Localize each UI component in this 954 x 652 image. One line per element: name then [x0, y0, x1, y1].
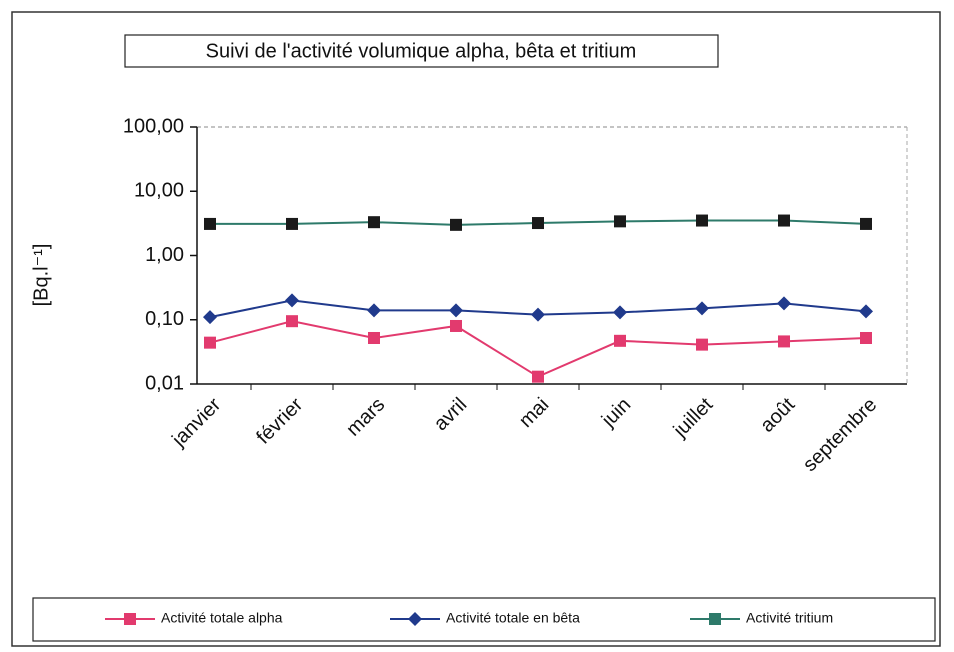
- y-tick-label: 10,00: [134, 180, 184, 202]
- legend-marker: [124, 613, 136, 625]
- x-tick-label: juin: [597, 394, 635, 432]
- data-point: [860, 217, 872, 230]
- data-point: [286, 315, 298, 328]
- legend-box: [32, 597, 936, 642]
- data-point: [859, 304, 873, 319]
- data-point: [614, 215, 626, 228]
- y-tick-label: 1,00: [145, 244, 184, 266]
- legend-label: Activité totale alpha: [161, 610, 283, 626]
- legend-marker: [408, 612, 422, 626]
- data-point: [614, 334, 626, 347]
- chart-title: Suivi de l'activité volumique alpha, bêt…: [206, 40, 637, 62]
- x-tick-label: juillet: [669, 393, 718, 442]
- legend-label: Activité tritium: [746, 610, 833, 626]
- data-point: [368, 331, 380, 344]
- legend-marker: [709, 613, 721, 625]
- data-point: [778, 335, 790, 348]
- data-point: [613, 305, 627, 320]
- x-tick-label: août: [756, 393, 799, 436]
- data-point: [367, 303, 381, 318]
- chart-frame: [11, 11, 941, 647]
- series-line: [209, 320, 867, 378]
- data-point: [368, 216, 380, 229]
- data-point: [204, 217, 216, 230]
- data-point: [450, 319, 462, 332]
- x-tick-label: avril: [430, 394, 471, 435]
- data-point: [450, 218, 462, 231]
- data-point: [778, 214, 790, 227]
- data-point: [696, 214, 708, 227]
- data-point: [449, 303, 463, 318]
- data-point: [860, 331, 872, 344]
- x-tick-label: septembre: [799, 394, 881, 476]
- legend-label: Activité totale en bêta: [446, 610, 580, 626]
- data-point: [285, 293, 299, 308]
- data-point: [204, 336, 216, 349]
- data-point: [696, 338, 708, 351]
- data-point: [777, 296, 791, 311]
- y-axis-label: [Bq.l⁻¹]: [30, 244, 52, 307]
- y-tick-label: 0,01: [145, 372, 184, 394]
- data-point: [286, 217, 298, 230]
- x-tick-label: janvier: [167, 393, 225, 451]
- data-point: [203, 310, 217, 325]
- data-point: [532, 370, 544, 383]
- y-tick-label: 100,00: [123, 115, 184, 137]
- x-tick-label: mai: [515, 394, 553, 432]
- data-point: [531, 307, 545, 322]
- x-tick-label: février: [252, 393, 307, 448]
- y-tick-label: 0,10: [145, 308, 184, 330]
- x-tick-label: mars: [342, 394, 389, 441]
- data-point: [695, 301, 709, 316]
- title-box: [124, 34, 719, 68]
- data-point: [532, 217, 544, 230]
